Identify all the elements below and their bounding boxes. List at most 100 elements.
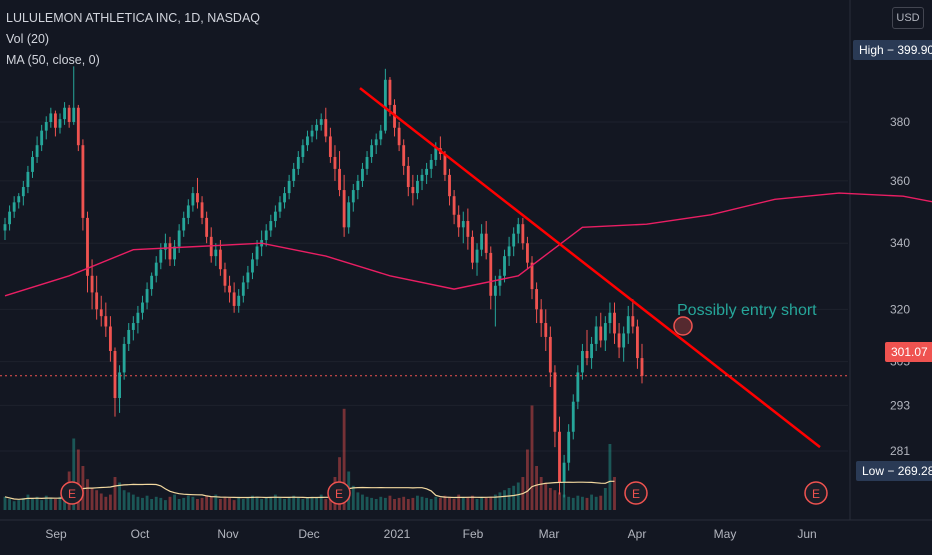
candle-body [328,136,332,157]
volume-bar [205,495,209,510]
y-tick-label: 281 [890,444,910,458]
volume-bar [535,466,539,510]
volume-bar [3,496,7,510]
candle-body [553,372,557,432]
volume-bar [420,496,424,510]
candle-body [8,211,12,225]
candle-body [3,224,7,231]
candle-body [168,243,172,260]
candle-body [567,431,571,463]
earnings-marker-label: E [632,487,640,501]
candle-body [512,233,516,247]
candle-body [338,168,341,191]
candle-body [429,159,433,169]
candle-body [118,372,121,399]
volume-bar [186,495,190,510]
volume-bar [434,496,438,510]
symbol-title[interactable]: LULULEMON ATHLETICA INC, 1D, NASDAQ [6,11,260,25]
volume-bar [127,492,131,510]
volume-bar [530,405,534,510]
volume-bar [8,499,12,510]
candle-body [218,249,222,270]
candle-body [521,224,525,244]
candle-body [603,323,607,341]
volume-bar [351,485,355,510]
volume-bar [196,499,199,510]
volume-bar [269,496,273,510]
volume-bar [53,499,57,510]
volume-bar [383,497,387,510]
candle-body [608,312,612,324]
candle-body [516,224,520,234]
volume-bar [374,499,378,510]
candle-body [145,289,149,303]
candle-body [21,187,25,197]
candle-body [81,145,85,218]
volume-bar [122,490,126,510]
volume-bar [218,499,222,510]
volume-bar [388,495,392,510]
candle-body [31,156,34,172]
volume-bar [613,477,616,510]
volume-bar [58,496,62,510]
candle-body [548,336,552,373]
candle-body [558,431,561,483]
volume-bar [31,499,34,510]
volume-bar [63,494,66,510]
volume-bar [26,494,30,510]
volume-bar [40,500,44,510]
volume-bar [182,497,186,510]
volume-bar [310,496,314,510]
earnings-marker [327,481,351,505]
candle-body [205,217,209,237]
volume-bar [99,493,103,510]
candle-body [104,316,108,327]
volume-bar [393,499,396,510]
trade-annotation[interactable]: Possibly entry short [677,302,817,319]
chart-legend: LULULEMON ATHLETICA INC, 1D, NASDAQ Vol … [6,8,260,71]
volume-bar [104,496,108,510]
volume-bar [292,495,296,510]
candle-body [163,243,167,250]
candle-body [626,316,630,334]
candle-body [480,233,484,250]
candle-body [237,295,241,306]
volume-indicator-label[interactable]: Vol (20) [6,32,50,46]
volume-bar [273,494,277,510]
candle-body [86,217,89,276]
volume-bar [443,495,447,510]
candle-body [136,312,140,324]
volume-bar [324,499,328,510]
currency-button[interactable]: USD [892,7,924,29]
volume-bar [95,490,99,510]
volume-bar [141,497,144,510]
candle-body [76,107,80,146]
volume-bar [131,494,135,510]
volume-bar [12,501,16,510]
ma-indicator-label[interactable]: MA (50, close, 0) [6,53,100,67]
candle-body [379,130,383,140]
candle-body [457,214,461,228]
earnings-marker-label: E [68,487,76,501]
candle-body [526,243,529,263]
volume-bar [283,499,286,510]
candle-body [475,249,479,263]
candle-body [416,180,419,194]
y-tick-label: 293 [890,398,910,412]
volume-bar [315,497,319,510]
volume-bar [278,496,282,510]
volume-bar [416,495,419,510]
volume-bar [163,500,167,510]
candle-body [452,196,456,215]
candle-body [108,326,112,351]
candle-body [251,259,254,273]
volume-bar [471,495,474,510]
x-tick-label: Dec [298,527,319,541]
candle-body [283,193,286,203]
x-tick-label: Oct [131,527,150,541]
volume-bar [177,499,181,510]
candle-body [388,79,392,105]
volume-bar [448,496,451,510]
